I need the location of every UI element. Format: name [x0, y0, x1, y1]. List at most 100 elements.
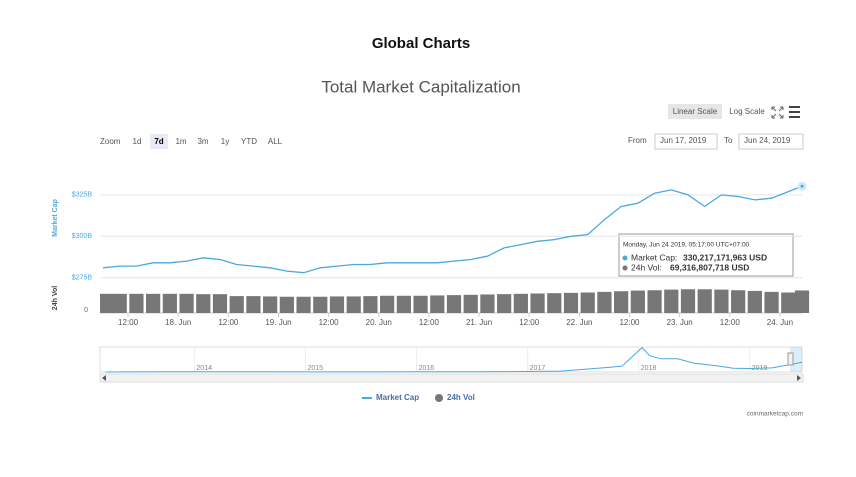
- volume-bar: [430, 295, 445, 313]
- volume-bar: [630, 290, 645, 313]
- tooltip-label: 24h Vol:: [631, 262, 662, 272]
- from-label: From: [628, 136, 647, 145]
- fullscreen-icon[interactable]: [771, 106, 784, 119]
- volume-bar: [547, 293, 562, 313]
- volume-bar: [664, 289, 679, 313]
- zoom-button-active[interactable]: [150, 134, 168, 149]
- navigator-grip[interactable]: [787, 352, 794, 366]
- volume-bar: [497, 294, 512, 313]
- scale-button-label[interactable]: Log Scale: [729, 107, 765, 116]
- volume-bar: [212, 294, 228, 313]
- x-tick-label: 18. Jun: [165, 318, 191, 327]
- volume-bar: [680, 289, 696, 313]
- x-tick-label: 21. Jun: [466, 318, 492, 327]
- menu-icon[interactable]: [789, 106, 800, 118]
- zoom-button[interactable]: 1y: [221, 137, 229, 146]
- to-label: To: [724, 136, 733, 145]
- volume-bar: [146, 293, 161, 313]
- volume-bar: [463, 294, 478, 313]
- x-tick-label: 12:00: [720, 318, 741, 327]
- volume-bar: [396, 295, 411, 313]
- volume-bar: [279, 296, 294, 313]
- volume-bar: [614, 291, 629, 313]
- x-tick-label: 12:00: [319, 318, 340, 327]
- x-tick-label: 22. Jun: [566, 318, 592, 327]
- x-tick-label: 12:00: [118, 318, 139, 327]
- to-input[interactable]: [738, 133, 804, 150]
- scrollbar[interactable]: [99, 373, 804, 383]
- y-tick-label: $275B: [72, 275, 93, 282]
- market-cap-line: [102, 185, 803, 274]
- zoom-button[interactable]: ALL: [268, 137, 283, 146]
- tooltip-value: 69,316,807,718 USD: [670, 262, 749, 272]
- volume-bar: [112, 293, 127, 313]
- x-tick-label: 12:00: [419, 318, 440, 327]
- volume-bar: [480, 294, 495, 313]
- volume-bar: [446, 295, 462, 313]
- volume-bar: [329, 296, 345, 313]
- x-tick-label: 12:00: [619, 318, 640, 327]
- chart-title: Total Market Capitalization: [321, 77, 520, 96]
- volume-bar: [162, 293, 177, 313]
- tooltip-box: [618, 233, 794, 277]
- tooltip-label: Market Cap:: [631, 252, 677, 262]
- volume-bar: [363, 296, 378, 313]
- navigator-line: [105, 346, 803, 373]
- volume-bar: [714, 289, 729, 313]
- zoom-button[interactable]: 1d: [133, 137, 142, 146]
- tooltip-value: 330,217,171,963 USD: [683, 252, 767, 262]
- x-tick-label: 24. Jun: [767, 318, 793, 327]
- volume-bar: [697, 289, 712, 313]
- volume-bar: [313, 296, 328, 313]
- zoom-button[interactable]: 7d: [154, 137, 163, 146]
- x-tick-label: 20. Jun: [366, 318, 392, 327]
- y2-tick-label: 0: [84, 307, 88, 314]
- navigator-tick-label: 2018: [641, 365, 657, 372]
- navigator-tick-label: 2015: [307, 365, 323, 372]
- legend-marker: [435, 394, 443, 402]
- volume-bar: [580, 292, 595, 313]
- scale-button-label[interactable]: Linear Scale: [673, 107, 718, 116]
- tooltip-marker: [622, 255, 628, 261]
- legend-label[interactable]: 24h Vol: [447, 393, 475, 402]
- y-axis-title: Market Cap: [52, 199, 59, 237]
- hover-point: [797, 181, 807, 191]
- from-value: Jun 17, 2019: [660, 136, 707, 145]
- navigator-tick-label: 2014: [196, 365, 212, 372]
- volume-bar: [794, 290, 810, 313]
- volume-bar: [530, 293, 545, 313]
- x-tick-label: 12:00: [519, 318, 540, 327]
- volume-bar: [100, 293, 115, 313]
- volume-bar: [296, 296, 311, 313]
- volume-bar: [346, 296, 361, 313]
- volume-bar: [647, 290, 662, 313]
- y2-axis-title: 24h Vol: [52, 286, 59, 310]
- scale-button[interactable]: [668, 104, 722, 119]
- volume-bar: [731, 290, 746, 313]
- volume-bar: [764, 291, 779, 313]
- scale-button[interactable]: [726, 104, 768, 119]
- volume-bar: [179, 293, 194, 313]
- volume-bar: [129, 293, 144, 313]
- y-tick-label: $325B: [72, 192, 93, 199]
- volume-bar: [196, 294, 211, 313]
- volume-bar: [781, 292, 796, 313]
- x-tick-label: 12:00: [218, 318, 239, 327]
- navigator-tick-label: 2016: [419, 365, 435, 372]
- zoom-button[interactable]: YTD: [241, 137, 257, 146]
- legend-label[interactable]: Market Cap: [376, 393, 419, 402]
- zoom-button[interactable]: 1m: [175, 137, 186, 146]
- volume-bar: [513, 293, 528, 313]
- zoom-label: Zoom: [100, 137, 121, 146]
- from-input[interactable]: [654, 133, 718, 150]
- x-tick-label: 19. Jun: [265, 318, 291, 327]
- volume-bar: [246, 296, 261, 313]
- zoom-button[interactable]: 3m: [197, 137, 208, 146]
- credit: coinmarketcap.com: [747, 411, 803, 418]
- x-tick-label: 23. Jun: [667, 318, 693, 327]
- volume-bar: [563, 292, 579, 313]
- tooltip-marker: [622, 265, 628, 271]
- y-tick-label: $300B: [72, 233, 93, 240]
